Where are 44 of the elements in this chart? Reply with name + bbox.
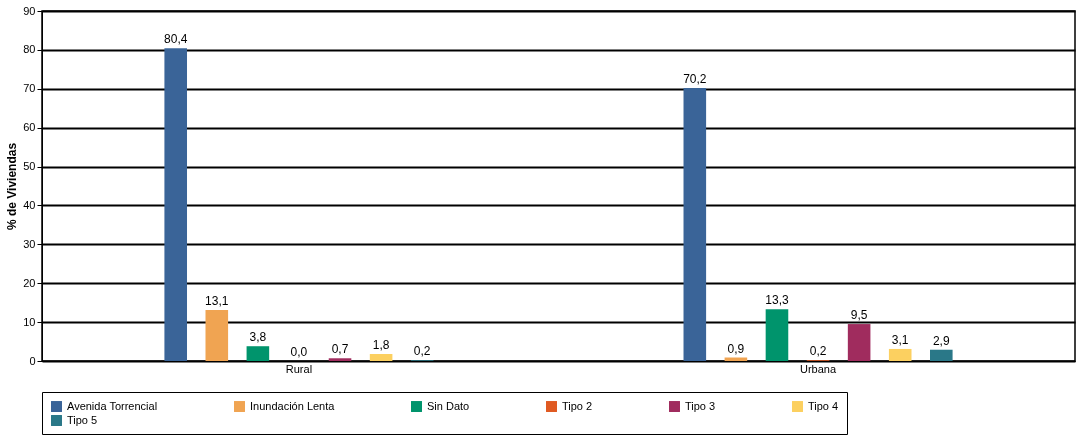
data-label: 9,5 xyxy=(850,308,868,323)
bar xyxy=(205,310,229,361)
y-axis-title: % de Viviendas xyxy=(5,142,20,231)
y-tick-label: 60 xyxy=(23,121,36,134)
y-tick-label: 70 xyxy=(23,82,36,95)
bar xyxy=(328,358,352,361)
y-tick-label: 30 xyxy=(23,237,36,250)
y-tick-label: 50 xyxy=(23,160,36,173)
data-label: 3,8 xyxy=(249,330,267,345)
legend-label: Avenida Torrencial xyxy=(67,399,158,412)
data-label: 3,1 xyxy=(891,332,909,347)
data-label: 0,0 xyxy=(290,345,308,359)
data-label: 70,2 xyxy=(683,72,707,86)
y-tick-label: 90 xyxy=(23,4,36,17)
data-label: 2,9 xyxy=(932,333,950,348)
legend-label: Tipo 4 xyxy=(808,399,839,412)
y-tick-label: 20 xyxy=(23,276,36,289)
y-tick-label: 40 xyxy=(23,198,36,211)
bar xyxy=(765,309,789,361)
x-tick-label: Rural xyxy=(285,362,313,375)
data-label: 0,7 xyxy=(331,342,349,357)
x-tick-label: Urbana xyxy=(800,362,837,375)
data-label: 80,4 xyxy=(164,32,188,47)
legend-label: Tipo 3 xyxy=(685,399,716,412)
legend-label: Tipo 5 xyxy=(67,413,98,426)
y-tick-label: 0 xyxy=(29,354,36,367)
bar xyxy=(369,354,393,361)
legend-label: Tipo 2 xyxy=(562,399,593,412)
bar xyxy=(246,346,270,361)
data-label: 0,2 xyxy=(413,344,431,359)
bar xyxy=(929,349,953,361)
legend-label: Sin Dato xyxy=(427,399,470,412)
bar xyxy=(164,48,188,361)
bar xyxy=(683,88,707,361)
y-tick-label: 80 xyxy=(23,43,36,56)
y-tick-label: 10 xyxy=(23,315,36,328)
data-label: 13,3 xyxy=(765,293,789,308)
data-label: 0,9 xyxy=(727,341,745,356)
data-label: 13,1 xyxy=(205,294,229,309)
legend-label: Inundación Lenta xyxy=(250,399,336,412)
data-label: 1,8 xyxy=(372,338,390,352)
bar xyxy=(847,324,871,361)
bar xyxy=(888,348,912,361)
data-label: 0,2 xyxy=(809,344,827,359)
